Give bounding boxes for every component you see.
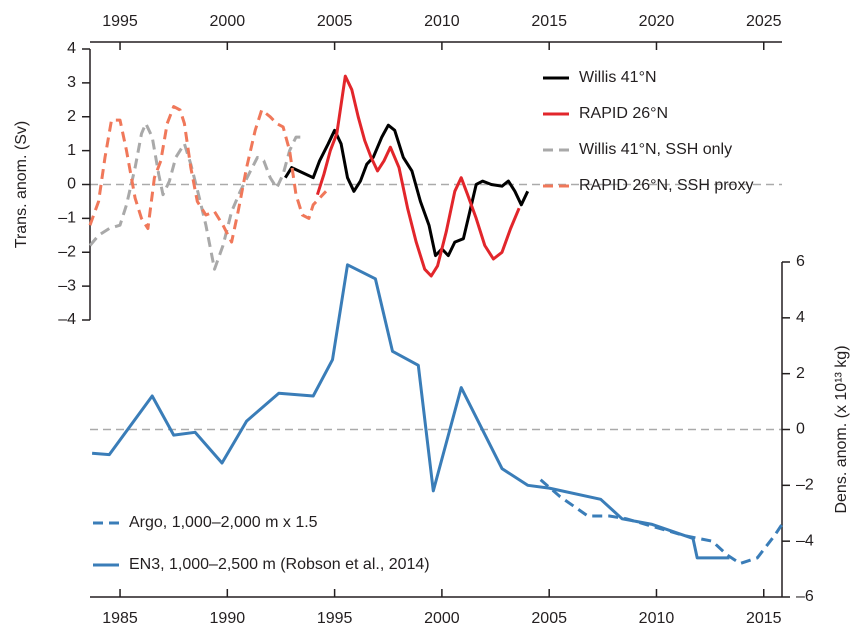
y-tick-label: 2 (67, 108, 76, 125)
x-tick-label: 1990 (210, 610, 246, 627)
x-tick-label: 2025 (746, 13, 782, 30)
x-tick-label: 2010 (639, 610, 675, 627)
y-tick-label: 0 (796, 421, 805, 438)
x-tick-label: 2010 (424, 13, 460, 30)
x-tick-label: 2000 (210, 13, 246, 30)
x-tick-label: 2015 (746, 610, 782, 627)
y-tick-label: 1 (67, 142, 76, 159)
y-tick-label: –2 (796, 477, 814, 494)
x-tick-label: 1995 (317, 610, 353, 627)
legend-label: Willis 41°N (579, 69, 657, 86)
legend-label: RAPID 26°N (579, 105, 668, 122)
x-tick-label: 2000 (424, 610, 460, 627)
y-tick-label: 3 (67, 74, 76, 91)
y-tick-label: –6 (796, 588, 814, 605)
legend-label: Willis 41°N, SSH only (579, 141, 732, 158)
y-axis-title: Trans. anom. (Sv) (13, 121, 30, 248)
series-line (91, 263, 730, 560)
y-tick-label: –1 (58, 210, 76, 227)
y-tick-label: 6 (796, 253, 805, 270)
series-line (539, 478, 784, 565)
y-tick-label: –4 (58, 311, 76, 328)
legend-label: Argo, 1,000–2,000 m x 1.5 (129, 514, 318, 531)
y-tick-label: 2 (796, 365, 805, 382)
x-tick-label: 2015 (531, 13, 567, 30)
y-tick-label: 4 (796, 309, 805, 326)
x-tick-label: 1985 (102, 610, 138, 627)
y-tick-label: 0 (67, 176, 76, 193)
series-line (88, 105, 328, 244)
series-line (315, 74, 521, 278)
y-tick-label: –4 (796, 532, 814, 549)
y-tick-label: –3 (58, 277, 76, 294)
legend-label: RAPID 26°N, SSH proxy (579, 177, 753, 194)
x-tick-label: 2005 (531, 610, 567, 627)
y-tick-label: 4 (67, 40, 76, 57)
x-tick-label: 2005 (317, 13, 353, 30)
legend-label: EN3, 1,000–2,500 m (Robson et al., 2014) (129, 556, 430, 573)
y-tick-label: –2 (58, 243, 76, 260)
x-tick-label: 1995 (102, 13, 138, 30)
series-line (284, 123, 530, 258)
x-tick-label: 2020 (639, 13, 675, 30)
series-line (88, 122, 301, 271)
y-axis-title: Dens. anom. (x 10¹³ kg) (833, 345, 850, 513)
